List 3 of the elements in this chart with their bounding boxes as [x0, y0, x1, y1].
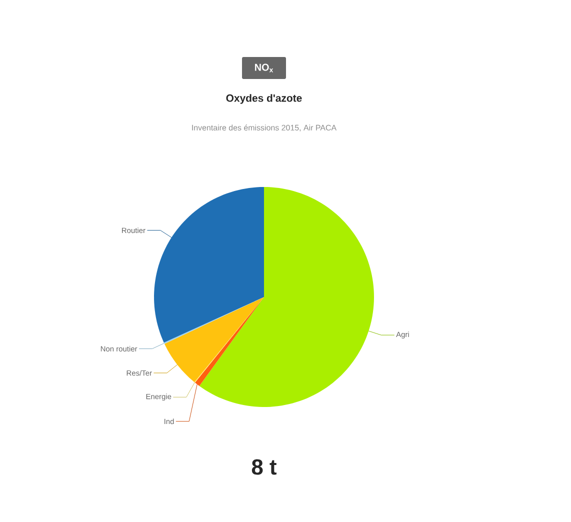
text: 8 t	[252, 459, 277, 475]
chart-title: NO$_{x}$	[255, 64, 274, 72]
chart-subtitle: Oxydes d'azote	[226, 94, 302, 104]
